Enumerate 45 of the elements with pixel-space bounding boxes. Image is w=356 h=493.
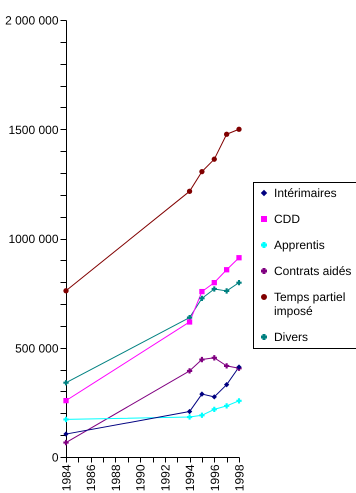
point [186, 408, 192, 414]
x-tick-label: 1984 [60, 464, 74, 492]
point [63, 380, 69, 386]
point [212, 394, 217, 400]
point [199, 412, 205, 418]
point [224, 288, 230, 294]
point [186, 188, 192, 194]
y-tick-label: 1500 000 [8, 122, 59, 137]
point [63, 288, 69, 294]
point [212, 406, 217, 412]
point [224, 403, 230, 409]
point [224, 132, 230, 137]
legend-label: Divers [274, 330, 308, 344]
point [224, 267, 230, 272]
point [236, 126, 242, 132]
point [236, 255, 242, 260]
point [212, 156, 217, 162]
point [63, 431, 69, 437]
point [224, 382, 230, 388]
legend-label: Temps partiel imposé [274, 290, 346, 318]
y-tick-label: 0 [52, 450, 59, 464]
point [63, 398, 69, 404]
point [212, 286, 217, 292]
legend-label: Intérimaires [274, 186, 337, 200]
point [236, 280, 242, 286]
point [199, 391, 205, 397]
point [236, 398, 242, 404]
legend-label: Contrats aidés [274, 264, 352, 278]
x-tick-label: 1998 [232, 464, 246, 492]
point [212, 355, 217, 360]
x-tick-label: 1994 [183, 464, 198, 492]
x-tick-label: 1986 [84, 464, 98, 492]
x-tick-label: 1992 [158, 464, 172, 492]
legend-label: CDD [274, 212, 300, 226]
y-tick-label: 2 000 000 [5, 14, 59, 28]
point [224, 363, 230, 369]
x-tick-label: 1996 [208, 464, 222, 492]
y-tick-label: 1000 000 [8, 232, 59, 246]
x-tick-label: 1990 [134, 464, 148, 492]
point [199, 296, 205, 302]
legend-label: Apprentis [274, 238, 325, 252]
point [199, 169, 205, 174]
x-tick-label: 1988 [108, 464, 123, 492]
y-tick-label: 500 000 [15, 341, 59, 356]
point [212, 280, 217, 286]
